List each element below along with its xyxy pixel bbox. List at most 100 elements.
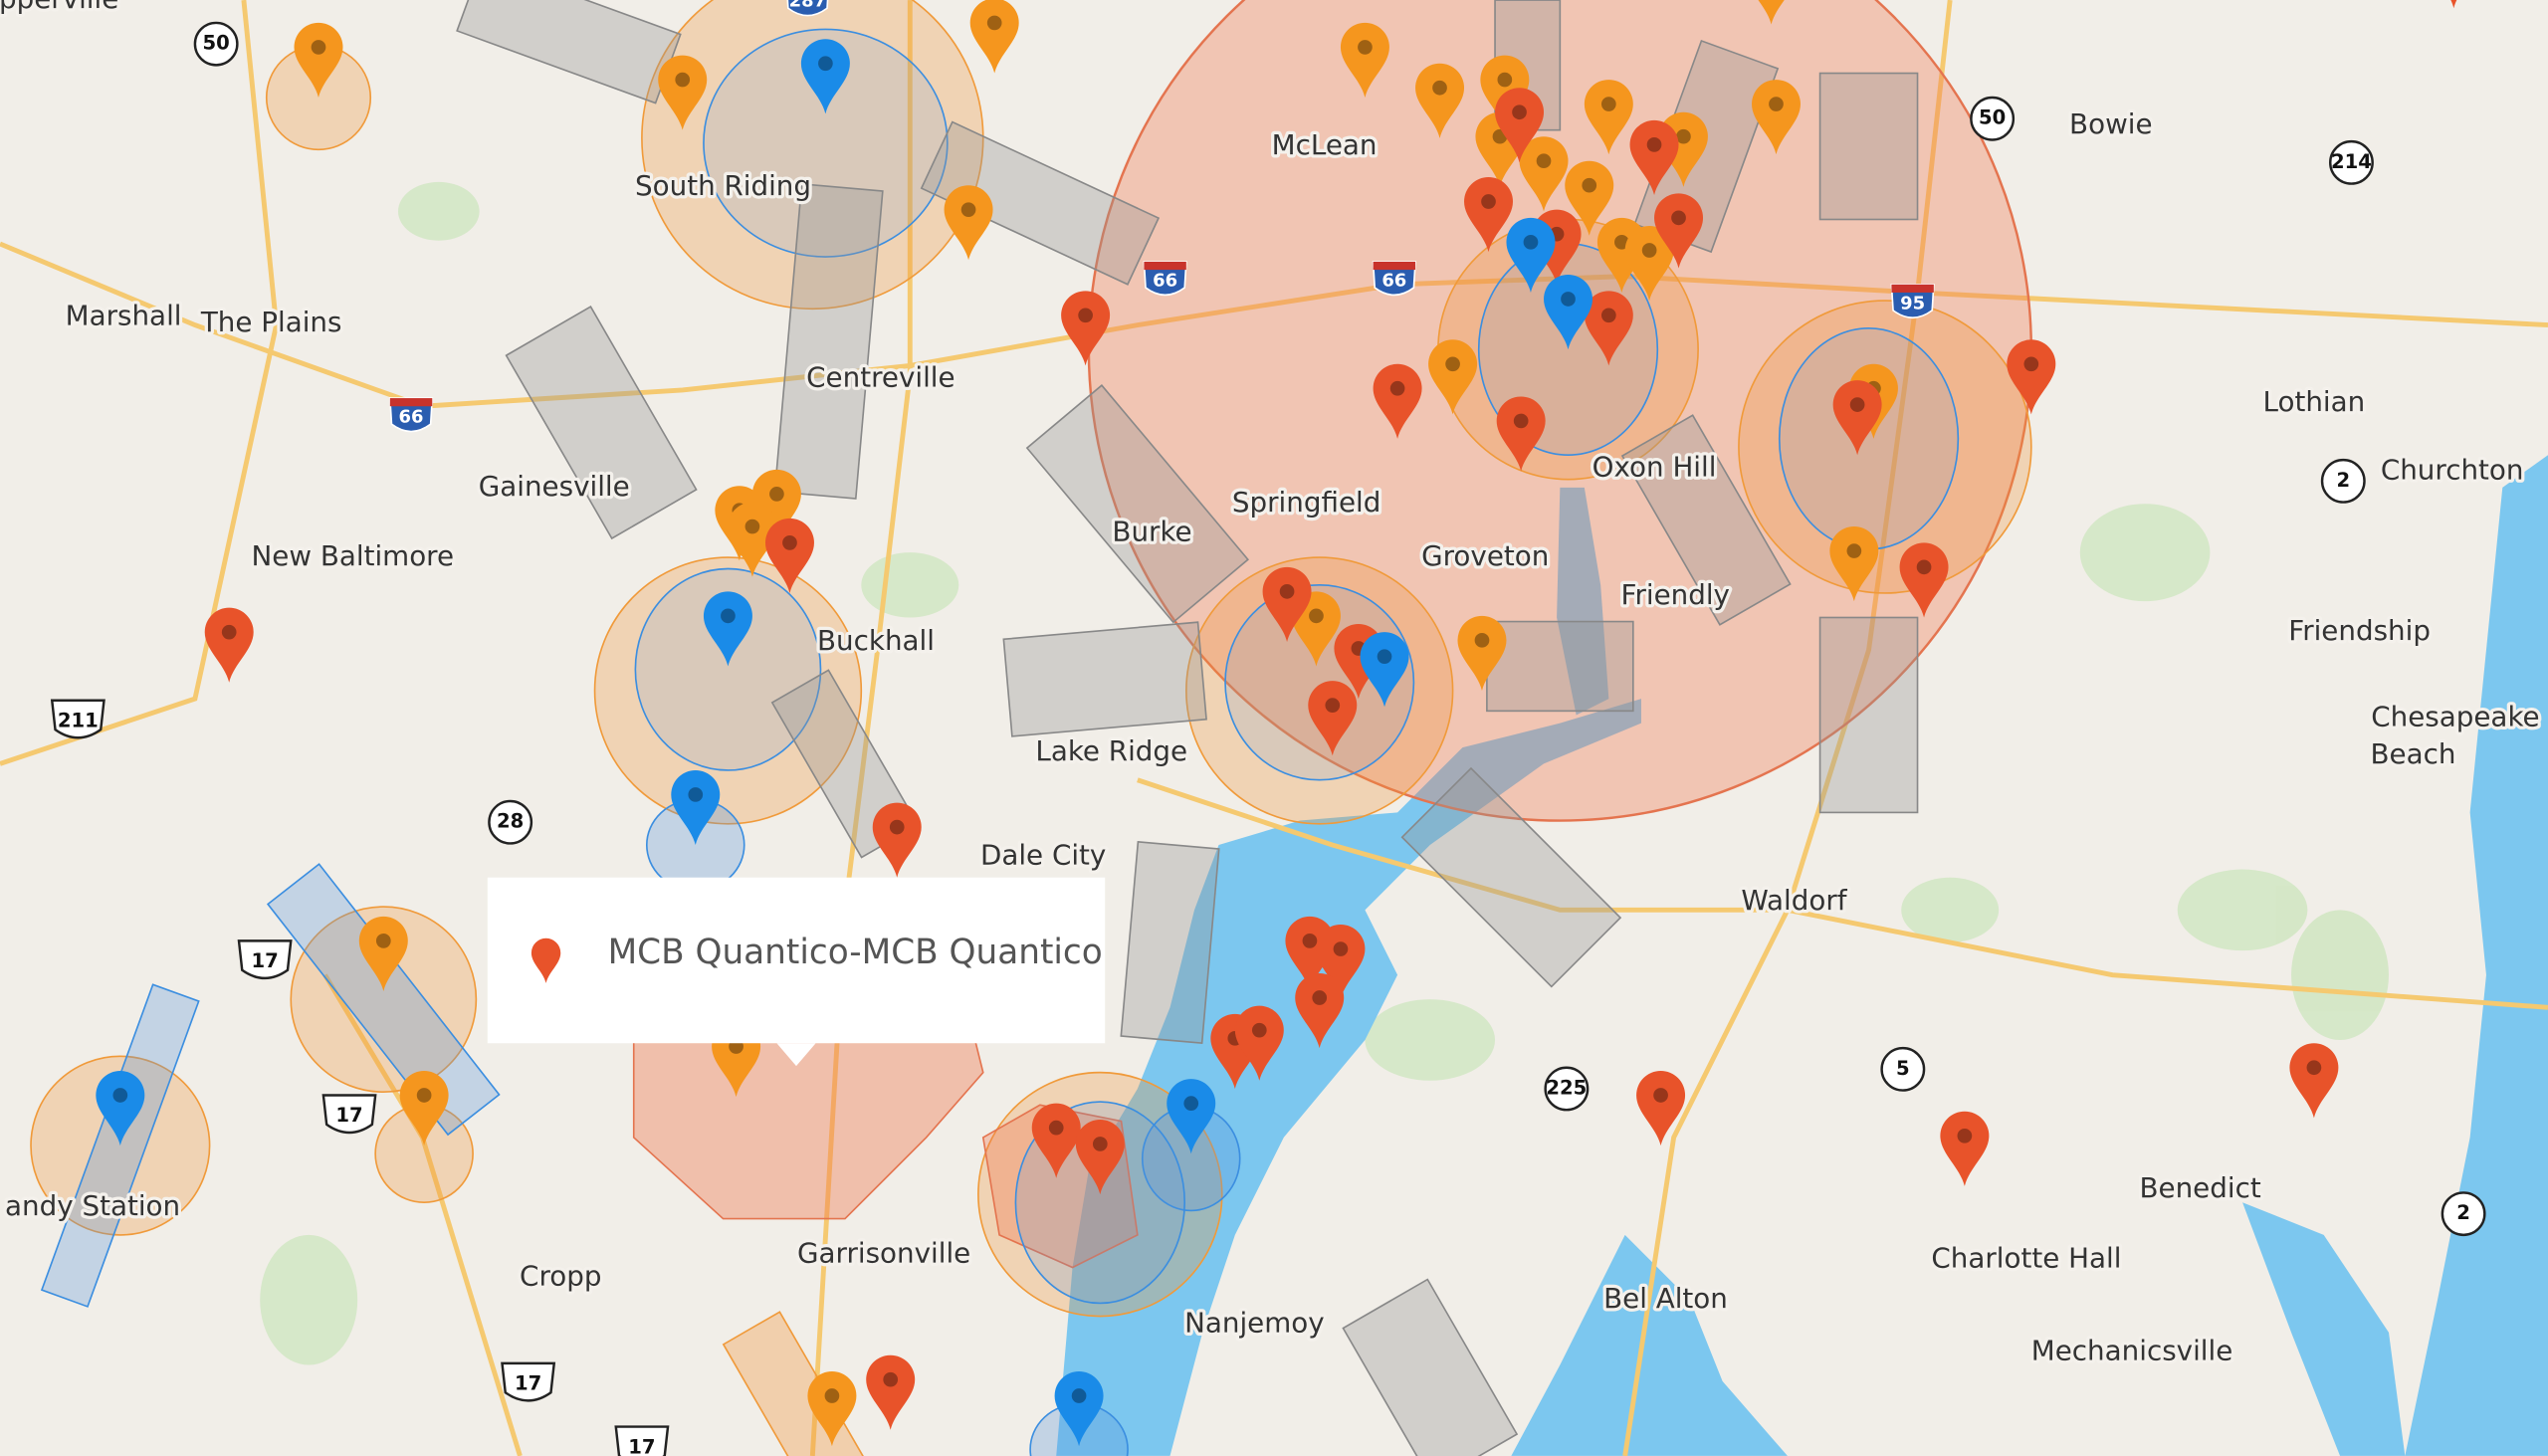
marker[interactable]: [1167, 1079, 1216, 1154]
marker-dot: [688, 787, 704, 802]
marker[interactable]: [703, 591, 752, 667]
place-label: Bel Alton: [1603, 1282, 1728, 1315]
marker[interactable]: [1636, 1070, 1686, 1146]
marker[interactable]: [1316, 925, 1366, 1000]
marker[interactable]: [2007, 339, 2056, 415]
marker-dot: [1561, 292, 1576, 307]
marker-dot: [1474, 632, 1490, 648]
marker-dot: [1092, 1137, 1108, 1151]
marker[interactable]: [1496, 396, 1546, 472]
marker-dot: [1653, 1088, 1668, 1103]
marker[interactable]: [399, 1070, 449, 1146]
marker[interactable]: [1308, 681, 1358, 756]
sector: [505, 306, 698, 540]
marker[interactable]: [1832, 380, 1882, 456]
shield-number: 95: [1900, 293, 1925, 313]
place-label: Gainesville: [479, 470, 630, 503]
marker[interactable]: [1295, 973, 1345, 1049]
shield-top: [389, 398, 433, 407]
marker[interactable]: [728, 502, 777, 577]
marker[interactable]: [1544, 274, 1592, 350]
marker[interactable]: [1506, 217, 1556, 293]
marker-dot: [1523, 234, 1539, 250]
shield-interstate: [1143, 261, 1187, 297]
popup-pointer: [776, 1043, 816, 1067]
marker[interactable]: [1373, 363, 1422, 439]
place-label: Cropp: [520, 1259, 601, 1292]
marker[interactable]: [2430, 0, 2478, 9]
marker[interactable]: [1061, 291, 1111, 366]
marker[interactable]: [1565, 160, 1614, 236]
marker[interactable]: [1747, 0, 1796, 25]
marker[interactable]: [764, 518, 814, 593]
marker[interactable]: [1464, 177, 1513, 253]
shield-number: 50: [1979, 106, 2006, 129]
marker[interactable]: [944, 185, 993, 261]
marker[interactable]: [751, 469, 801, 545]
place-label: Waldorf: [1741, 884, 1847, 917]
marker[interactable]: [807, 1371, 857, 1447]
marker[interactable]: [1415, 63, 1465, 138]
shield-number: 17: [515, 1372, 541, 1395]
marker[interactable]: [1428, 339, 1478, 415]
marker[interactable]: [658, 55, 708, 130]
marker-dot: [1646, 137, 1662, 152]
shield-number: 50: [203, 32, 230, 55]
marker[interactable]: [294, 22, 343, 99]
marker[interactable]: [1360, 632, 1409, 708]
marker-dot: [1614, 234, 1629, 250]
shield-number: 17: [628, 1435, 655, 1456]
marker-dot: [1302, 934, 1318, 948]
marker[interactable]: [671, 769, 721, 846]
marker-dot: [1432, 80, 1447, 96]
marker[interactable]: [96, 1070, 145, 1146]
marker-dot: [1641, 243, 1657, 258]
marker[interactable]: [1031, 1103, 1081, 1178]
marker-dot: [2023, 356, 2039, 372]
marker-dot: [818, 56, 833, 72]
marker-dot: [1325, 698, 1341, 713]
place-label: Groveton: [1421, 539, 1549, 572]
shield-circle: [2441, 1191, 2486, 1237]
marker[interactable]: [1495, 88, 1545, 163]
sector: [1620, 414, 1792, 626]
marker[interactable]: [2289, 1043, 2339, 1119]
marker[interactable]: [800, 39, 850, 114]
marker-dot: [1600, 308, 1616, 323]
marker[interactable]: [1752, 80, 1801, 155]
marker[interactable]: [1054, 1371, 1104, 1447]
popup[interactable]: MCB Quantico-MCB Quantico: [487, 877, 1106, 1067]
marker[interactable]: [1899, 542, 1949, 618]
marker[interactable]: [1829, 526, 1879, 602]
marker-dot: [1481, 194, 1496, 209]
marker-dot: [1513, 413, 1529, 429]
marker[interactable]: [1584, 80, 1633, 155]
marker[interactable]: [204, 607, 254, 683]
place-label: Springfield: [1232, 486, 1380, 519]
marker-dot: [986, 15, 1002, 31]
shield-circle: [2329, 139, 2374, 185]
marker[interactable]: [1584, 291, 1633, 366]
marker[interactable]: [1340, 22, 1389, 99]
marker[interactable]: [1075, 1119, 1125, 1195]
marker[interactable]: [872, 802, 922, 878]
marker[interactable]: [1654, 193, 1704, 269]
runway-zone: [266, 863, 501, 1137]
shield-us: [501, 1361, 556, 1402]
marker[interactable]: [1234, 1005, 1284, 1081]
place-label: Charlotte Hall: [1931, 1241, 2121, 1274]
marker[interactable]: [969, 0, 1019, 74]
place-label: Lake Ridge: [1035, 734, 1187, 767]
place-label: Mechanicsville: [2031, 1334, 2233, 1366]
marker[interactable]: [1940, 1111, 1990, 1186]
marker[interactable]: [1457, 615, 1507, 691]
airspace-zones: [30, 0, 2032, 1456]
marker[interactable]: [1519, 136, 1569, 212]
marker-dot: [1445, 356, 1460, 372]
marker[interactable]: [1624, 226, 1674, 302]
marker[interactable]: [1262, 566, 1312, 642]
marker[interactable]: [866, 1354, 916, 1430]
marker[interactable]: [358, 916, 408, 991]
marker[interactable]: [1629, 119, 1679, 195]
